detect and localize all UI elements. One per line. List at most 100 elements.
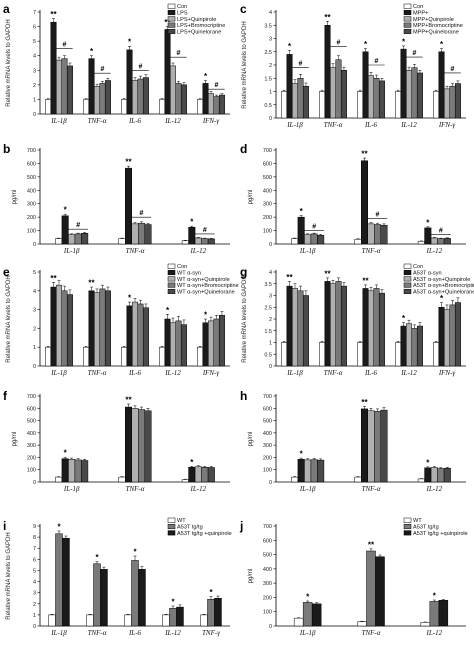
significance-star: * [300, 207, 304, 216]
bar [304, 234, 312, 245]
bar [362, 288, 369, 367]
bar [56, 59, 62, 115]
legend-swatch [403, 28, 412, 34]
bar [297, 459, 305, 483]
bar [286, 285, 293, 367]
y-tick-label: 0 [33, 624, 36, 630]
bar [61, 215, 69, 245]
y-tick-label: 2 [269, 317, 272, 323]
panel-i: i 0 1 2 3 4 5 6 7 8 9 Relative mRNA levels to GAPDH… [3, 517, 232, 637]
bar [181, 479, 189, 483]
bar [170, 322, 176, 367]
significance-star: ** [324, 269, 331, 278]
bar [194, 237, 202, 245]
y-tick-label: 1 [33, 613, 36, 619]
y-tick-label: 400 [27, 188, 36, 194]
x-tick-label: IFN-γ [202, 369, 220, 377]
bar [411, 328, 418, 367]
y-tick-label: 0 [33, 242, 36, 248]
y-tick-label: 2 [33, 83, 36, 89]
bar [68, 234, 76, 245]
bar [197, 346, 204, 367]
x-tick-label: TNF-α [88, 369, 107, 377]
bar [201, 238, 209, 245]
significance-star: * [171, 598, 175, 607]
y-axis-label: Relative mRNA levels to GAPDH [6, 275, 12, 362]
panel-letter: j [239, 519, 243, 533]
y-axis-label: Relative mRNA levels to GAPDH [242, 275, 248, 362]
bar [88, 58, 95, 115]
bar [281, 91, 288, 119]
y-tick-label: 1 [269, 341, 272, 347]
y-tick-label: 2 [269, 63, 272, 69]
bar [61, 58, 68, 115]
panel-letter: i [3, 519, 6, 533]
bar [164, 29, 171, 115]
y-tick-label: 600 [263, 406, 272, 412]
y-tick-label: 0 [269, 364, 272, 370]
legend-label: A53T α-syn+Quinelorane [413, 289, 474, 295]
bar [281, 342, 288, 367]
significance-star: ** [88, 279, 95, 288]
y-tick-label: 0 [33, 112, 36, 118]
bar [55, 238, 63, 245]
y-tick-label: 600 [27, 406, 36, 412]
bar [438, 307, 445, 367]
legend-swatch [167, 517, 176, 523]
y-axis-label: Relative mRNA levels to GAPDH [6, 532, 12, 619]
legend-swatch [167, 288, 176, 294]
bar [138, 569, 146, 627]
y-axis-label: pg/ml [248, 432, 254, 447]
bar [340, 70, 347, 119]
bar [417, 241, 425, 245]
legend-swatch [167, 28, 176, 34]
bar [66, 65, 73, 115]
legend-label: A53T α-syn+Quinpirole [413, 277, 470, 283]
y-tick-label: 700 [263, 524, 272, 530]
y-tick-label: 1 [33, 345, 36, 351]
y-tick-label: 200 [263, 595, 272, 601]
bar [302, 85, 309, 119]
bar [74, 459, 82, 483]
y-tick-label: 600 [263, 538, 272, 544]
bar [74, 233, 82, 245]
y-tick-label: 300 [263, 581, 272, 587]
y-tick-label: 1.5 [264, 329, 272, 335]
y-axis-label: pg/ml [12, 432, 18, 447]
bar [417, 478, 425, 483]
y-tick-label: 0 [33, 480, 36, 486]
significance-star: * [166, 306, 170, 315]
x-tick-label: IL-1β [299, 629, 316, 637]
bar [400, 48, 407, 119]
significance-hash: # [139, 63, 143, 70]
y-tick-label: 600 [27, 161, 36, 167]
x-tick-label: TNF-α [362, 247, 381, 255]
y-tick-label: 1 [33, 97, 36, 103]
bar [144, 224, 152, 245]
panel-letter: e [3, 265, 10, 279]
legend-label: A53T tg/tg [413, 525, 439, 531]
bar [81, 233, 89, 245]
significance-star: * [133, 548, 137, 557]
x-tick-label: IL-1β [50, 117, 67, 125]
x-tick-label: IL-6 [128, 117, 142, 125]
bar [202, 322, 209, 367]
significance-hash: # [376, 211, 380, 218]
bar [68, 459, 76, 483]
y-tick-label: 3 [33, 68, 36, 74]
y-tick-label: 100 [263, 468, 272, 474]
legend-swatch [167, 524, 176, 530]
panel-e: e 0 1 2 3 4 5 Relative mRNA levels to GAPDH IL-1… [3, 263, 239, 377]
significance-star: * [57, 523, 61, 532]
legend-label: MPP+ [413, 11, 428, 17]
significance-star: ** [362, 276, 369, 285]
bar [373, 288, 380, 367]
y-tick-label: 1 [269, 90, 272, 96]
bar [99, 83, 106, 115]
bar [292, 288, 298, 367]
legend-label: WT α-syn+Bromocriptine [177, 283, 239, 289]
legend-swatch [167, 270, 176, 276]
significance-star: * [306, 593, 310, 602]
significance-star: * [402, 314, 406, 323]
significance-hash: # [203, 227, 207, 234]
